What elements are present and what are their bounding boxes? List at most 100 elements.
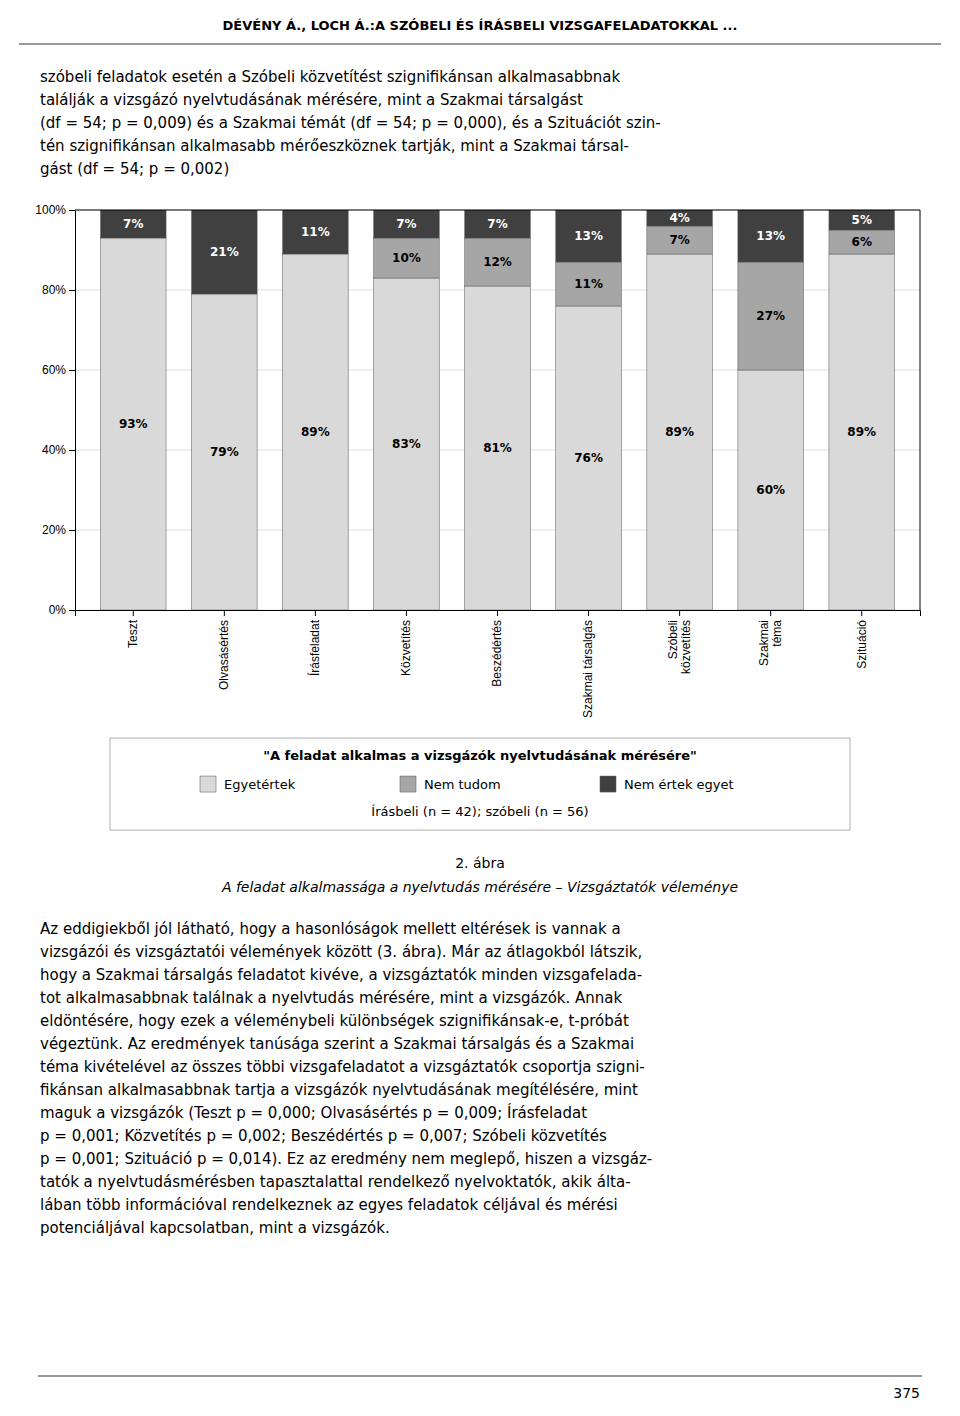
data-label: 7% xyxy=(396,217,416,231)
x-tick-mark xyxy=(224,610,225,616)
bar xyxy=(100,210,166,238)
bar xyxy=(829,210,895,230)
body-line: p = 0,001; Közvetítés p = 0,002; Beszédé… xyxy=(40,1127,607,1145)
x-tick: Szituáció xyxy=(855,610,869,669)
bar xyxy=(465,238,531,286)
intro: szóbeli feladatok esetén a Szóbeli közve… xyxy=(40,68,661,178)
legend-title: "A feladat alkalmas a vizsgázók nyelvtud… xyxy=(263,748,697,763)
body-line: hogy a Szakmai társalgás feladatot kivév… xyxy=(40,966,642,984)
data-label: 10% xyxy=(392,251,421,265)
y-tick-mark xyxy=(69,290,75,291)
data-label: 89% xyxy=(301,425,330,439)
data-labels: 93%79%89%83%81%76%89%60%89%10%12%11%7%27… xyxy=(119,211,876,497)
y-tick-mark xyxy=(69,530,75,531)
y-tick: 0% xyxy=(49,603,75,617)
x-tick: Szakmai társalgás xyxy=(581,610,595,718)
bar xyxy=(192,210,258,294)
page: DÉVÉNY Á., LOCH Á.:A SZÓBELI ÉS ÍRÁSBELI… xyxy=(0,0,960,1416)
body-line: tatók a nyelvtudásmérésben tapasztalatta… xyxy=(40,1173,631,1191)
x-tick-label: Közvetítés xyxy=(399,620,413,676)
y-tick-label: 20% xyxy=(42,523,66,537)
y-tick-mark xyxy=(69,210,75,211)
bar xyxy=(829,230,895,254)
legend-swatch xyxy=(200,776,216,792)
x-tick-label: Olvasásértés xyxy=(217,620,231,690)
plot-frame-right xyxy=(920,210,921,610)
bar xyxy=(738,370,804,610)
data-label: 12% xyxy=(483,255,512,269)
caption-title: 2. ábra xyxy=(455,855,505,871)
legend-item: Nem értek egyet xyxy=(600,776,734,792)
x-tick-mark xyxy=(861,610,862,616)
body-line: potenciáljával kapcsolatban, mint a vizs… xyxy=(40,1219,390,1237)
body-text: Az eddigiekből jól látható, hogy a hason… xyxy=(40,920,652,1237)
y-tick-mark xyxy=(69,370,75,371)
bar xyxy=(374,210,440,238)
series xyxy=(100,210,894,294)
body-line: vizsgázói és vizsgáztatói vélemények köz… xyxy=(40,943,642,961)
y-tick: 20% xyxy=(42,523,75,537)
bar xyxy=(100,238,166,610)
x-tick-mark xyxy=(497,610,498,616)
x-tick-label: Szóbeliközvetítés xyxy=(666,620,694,674)
y-tick: 60% xyxy=(42,363,75,377)
data-label: 13% xyxy=(756,229,785,243)
body-line: maguk a vizsgázók (Teszt p = 0,000; Olva… xyxy=(40,1103,587,1122)
data-label: 60% xyxy=(756,483,785,497)
page-number: 375 xyxy=(893,1385,920,1401)
legend: "A feladat alkalmas a vizsgázók nyelvtud… xyxy=(110,738,850,830)
legend-swatch xyxy=(600,776,616,792)
y-tick: 40% xyxy=(42,443,75,457)
x-tick-label: Szituáció xyxy=(855,620,869,669)
y-tick-label: 100% xyxy=(35,203,66,217)
intro-line: (df = 54; p = 0,009) és a Szakmai témát … xyxy=(40,114,661,132)
grid xyxy=(75,210,920,610)
bar xyxy=(192,294,258,610)
y-tick-label: 80% xyxy=(42,283,66,297)
data-label: 4% xyxy=(669,211,689,225)
data-label: 81% xyxy=(483,441,512,455)
bar xyxy=(374,238,440,278)
y-tick: 100% xyxy=(35,203,75,217)
body-line: lában több információval rendelkeznek az… xyxy=(40,1196,618,1214)
data-label: 7% xyxy=(123,217,143,231)
body-line: eldöntésére, hogy ezek a véleménybeli kü… xyxy=(40,1012,629,1030)
bar xyxy=(556,306,622,610)
body-line: tot alkalmasabbnak találnak a nyelvtudás… xyxy=(40,989,623,1007)
data-label: 7% xyxy=(487,217,507,231)
legend-item: Egyetértek xyxy=(200,776,296,792)
y-tick-label: 60% xyxy=(42,363,66,377)
x-tick-label: Szakmai társalgás xyxy=(581,620,595,718)
bar xyxy=(556,210,622,262)
data-label: 5% xyxy=(852,213,872,227)
bar xyxy=(647,210,713,226)
data-label: 79% xyxy=(210,445,239,459)
bar xyxy=(283,210,349,254)
legend-label: Nem értek egyet xyxy=(624,777,734,792)
x-tick-mark xyxy=(588,610,589,616)
chart: 0% 20% 40% 60% 80% 100% TesztOlvasásértésÍrásf… xyxy=(35,203,920,718)
bar xyxy=(465,210,531,238)
data-label: 11% xyxy=(301,225,330,239)
x-tick: Közvetítés xyxy=(399,610,413,676)
x-tick: Olvasásértés xyxy=(217,610,231,690)
legend-label: Egyetértek xyxy=(224,777,296,792)
y-axis: 0% 20% 40% 60% 80% 100% xyxy=(35,203,75,617)
legend-box xyxy=(110,738,850,830)
y-tick: 80% xyxy=(42,283,75,297)
bar xyxy=(647,226,713,254)
data-label: 76% xyxy=(574,451,603,465)
y-tick-mark xyxy=(69,450,75,451)
x-axis-line xyxy=(76,611,921,617)
x-tick-mark xyxy=(406,610,407,616)
intro-line: gást (df = 54; p = 0,002) xyxy=(40,160,229,178)
y-axis-line xyxy=(69,211,76,611)
x-tick: Beszédértés xyxy=(490,610,504,687)
legend-item: Nem tudom xyxy=(400,776,501,792)
x-tick-label: Beszédértés xyxy=(490,620,504,687)
data-label: 21% xyxy=(210,245,239,259)
x-tick-mark xyxy=(770,610,771,616)
x-axis: TesztOlvasásértésÍrásfeladatKözvetítésBe… xyxy=(76,610,921,718)
data-label: 11% xyxy=(574,277,603,291)
data-label: 89% xyxy=(665,425,694,439)
